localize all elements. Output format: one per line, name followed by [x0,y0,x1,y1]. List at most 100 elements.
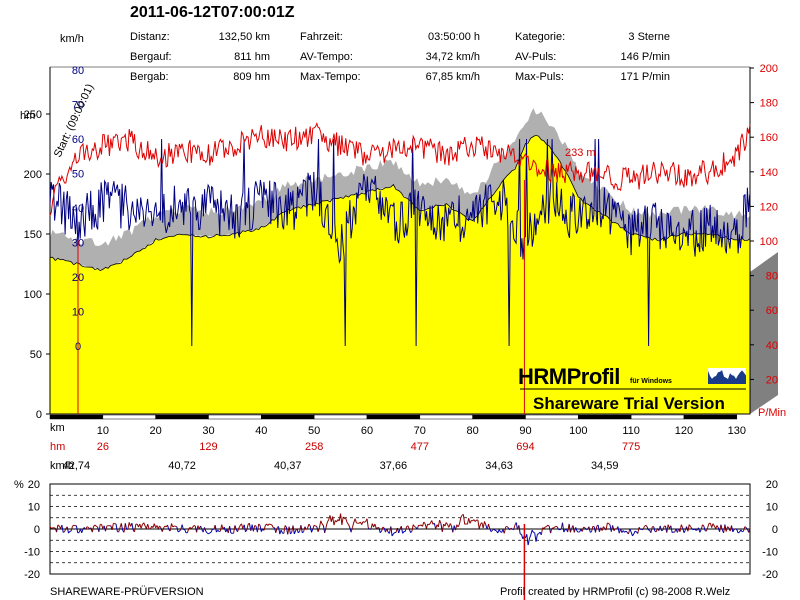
gradient-segment [548,526,552,534]
gradient-segment [613,528,616,531]
gradient-segment [147,524,150,530]
stat-label: Max-Puls: [515,71,564,83]
pulse-tick-label: 140 [760,167,778,179]
kmh-table-cell: 34,63 [485,460,513,472]
gradient-segment [391,533,394,537]
gradient-segment [419,524,422,526]
gradient-segment [367,527,370,530]
gradient-segment [462,514,466,525]
gradient-segment [590,531,592,533]
gradient-segment [233,525,236,534]
gradient-segment [98,524,101,532]
gradient-segment [283,525,286,534]
gradient-segment [179,529,182,532]
gradient-segment [301,531,304,534]
gradient-segment [177,530,180,533]
gradient-segment [719,524,722,532]
gradient-segment [305,527,308,530]
chart-title: 2011-06-12T07:00:01Z [130,4,295,21]
speed-tick-label: 60 [72,134,84,146]
gradient-segment [687,524,690,532]
gradient-segment [552,526,555,529]
gradient-segment [284,525,287,528]
gradient-segment [411,524,414,532]
gradient-segment [290,532,293,535]
gradient-tick-right: 0 [772,524,778,536]
gradient-segment [206,532,209,535]
gradient-segment [400,526,404,534]
gradient-segment [118,527,121,533]
gradient-segment [712,523,715,527]
footer-right: Profil created by HRMProfil (c) 98-2008 … [500,586,731,598]
hm-table-cell: 775 [621,441,641,453]
kmh-table-cell: 34,59 [590,460,619,472]
hm-table-cell: 26 [96,441,109,453]
gradient-segment [259,525,262,532]
gradient-segment [469,520,472,524]
gradient-segment [105,525,108,532]
gradient-segment [320,520,323,525]
gradient-segment [720,524,723,531]
gradient-segment [437,520,441,528]
gradient-segment [526,534,529,546]
gradient-axis-label: % [14,479,24,491]
peak-label: 233 m [565,147,596,159]
hm-table-cell: 477 [410,441,429,453]
gradient-segment [164,525,167,528]
gradient-segment [214,525,217,533]
gradient-segment [252,525,256,532]
gradient-segment [521,534,524,539]
hm-tick-label: 150 [24,229,42,241]
gradient-segment [546,524,549,527]
gradient-segment [727,526,730,529]
gradient-segment [564,528,567,531]
km-tick-label: 10 [97,425,109,437]
gradient-segment [694,528,697,531]
gradient-segment [537,533,539,535]
gradient-segment [217,529,220,532]
gradient-segment [624,530,627,533]
gradient-segment [140,524,143,529]
gradient-segment [700,524,703,530]
gradient-segment [439,519,442,524]
pulse-line [49,122,751,216]
gradient-segment [386,528,389,533]
gradient-segment [513,525,516,531]
gradient-segment [115,523,118,532]
stat-label: AV-Tempo: [300,51,353,63]
km-tick-label: 130 [728,425,746,437]
gradient-segment [740,529,743,532]
gradient-segment [101,524,104,529]
gradient-segment [275,527,278,533]
gradient-segment [51,527,53,529]
stat-label: Kategorie: [515,31,566,43]
gradient-segment [670,525,673,533]
kmh-table-cell: 37,66 [379,460,408,472]
gradient-segment [263,525,266,531]
speed-tick-label: 70 [72,100,84,112]
gradient-segment [62,531,65,533]
gradient-segment [184,529,187,533]
pulse-tick-label: 60 [766,305,778,317]
stat-value: 809 hm [233,71,270,83]
pulse-tick-label: 40 [766,340,778,352]
gradient-segment [493,528,496,531]
gradient-segment [441,524,445,532]
gradient-segment [167,524,170,530]
stat-value: 03:50:00 h [428,31,480,43]
gradient-segment [124,523,128,530]
gradient-segment [412,524,415,527]
gradient-segment [364,521,366,523]
gradient-segment [370,523,373,530]
gradient-segment [237,527,240,532]
gradient-segment [362,521,365,523]
gradient-segment [317,527,320,532]
gradient-segment [209,531,212,534]
gradient-tick-left: -20 [24,569,40,581]
hrmprofil-logo-sub: für Windows [630,378,672,385]
gradient-segment [93,524,96,527]
gradient-segment [196,525,199,533]
gradient-segment [433,522,437,530]
pulse-tick-label: 160 [760,132,778,144]
km-tick-label: 60 [361,425,373,437]
